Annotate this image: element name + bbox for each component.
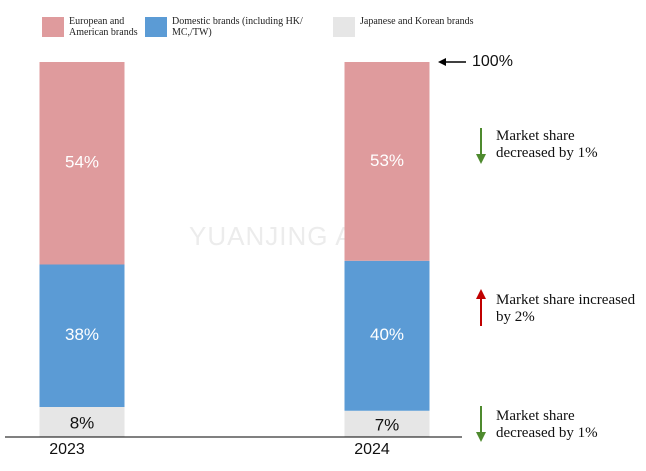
data-label: 7% [375,415,400,434]
data-label: 53% [370,151,404,170]
annotation: Market share increased by 2% [496,292,636,325]
arrows [438,58,486,442]
x-tick-label: 2024 [354,441,390,458]
y-tick-label: 100% [472,53,513,70]
bar-segment [344,260,430,411]
arrow-head [476,154,486,164]
data-label: 38% [65,325,99,344]
data-label: 40% [370,325,404,344]
bar-segment [39,264,125,407]
legend-label: European and American brands [69,16,138,38]
data-label: 54% [65,153,99,172]
arrow-head [476,289,486,299]
bar-segment [39,62,125,265]
bar-segment [344,410,430,437]
arrow-head [476,432,486,442]
arrow-head [438,58,446,66]
legend-label: Domestic brands (including HK/ MC,/TW) [172,16,303,38]
legend-swatch [333,17,355,37]
bar-segment [344,62,430,261]
bar-segment [39,407,125,437]
x-tick-label: 2023 [49,441,85,458]
annotation: Market share decreased by 1% [496,128,598,161]
legend-swatch [145,17,167,37]
legend-label: Japanese and Korean brands [360,16,474,27]
annotation: Market share decreased by 1% [496,408,598,441]
data-label: 8% [70,413,95,432]
legend-swatch [42,17,64,37]
